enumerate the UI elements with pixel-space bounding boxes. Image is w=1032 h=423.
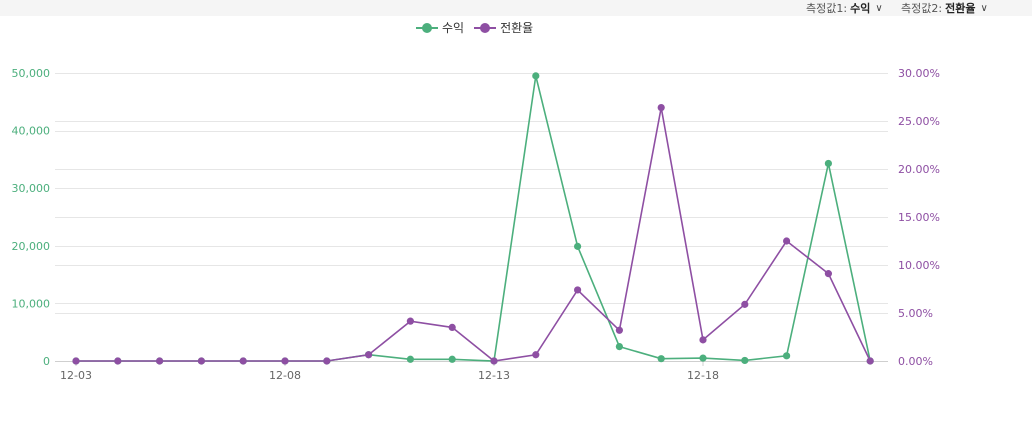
y-left-tick-label: 20,000 <box>12 240 51 253</box>
data-point-revenue <box>574 242 582 250</box>
data-point-conversion <box>741 300 749 308</box>
data-point-revenue <box>406 355 414 363</box>
data-point-conversion <box>365 351 373 359</box>
top-bar <box>0 0 1032 16</box>
y-left-tick-label: 10,000 <box>12 297 51 310</box>
data-point-revenue <box>657 355 665 363</box>
measure2-selector[interactable]: 측정값2: 전환율 ∨ <box>901 0 988 16</box>
data-point-revenue <box>448 355 456 363</box>
x-tick-label: 12-13 <box>478 369 510 382</box>
data-point-revenue <box>532 72 540 80</box>
y-right-tick-label: 30.00% <box>898 67 940 80</box>
measure1-selector[interactable]: 측정값1: 수익 ∨ <box>806 0 883 16</box>
measure1-label: 측정값1: <box>806 2 848 15</box>
y-right-tick-label: 25.00% <box>898 115 940 128</box>
data-point-revenue <box>741 356 749 365</box>
y-right-tick-label: 10.00% <box>898 259 940 272</box>
legend-label-revenue: 수익 <box>442 21 465 35</box>
x-tick-label: 12-18 <box>687 369 719 382</box>
legend-marker-conversion <box>474 22 497 33</box>
y-left-tick-label: 40,000 <box>12 125 51 138</box>
data-point-conversion <box>866 357 874 365</box>
y-right-tick-label: 15.00% <box>898 211 940 224</box>
data-point-conversion <box>323 357 331 365</box>
data-point-conversion <box>156 357 164 365</box>
data-point-conversion <box>197 357 205 365</box>
legend-marker-revenue <box>416 22 438 33</box>
series-line-revenue <box>76 75 871 362</box>
data-point-conversion <box>490 357 498 365</box>
chevron-down-icon: ∨ <box>980 2 988 14</box>
data-point-conversion <box>72 357 80 365</box>
data-point-conversion <box>574 286 582 294</box>
data-point-conversion <box>114 357 122 365</box>
data-point-conversion <box>615 326 624 334</box>
measure2-value: 전환율 <box>945 2 976 15</box>
x-tick-label: 12-03 <box>60 369 92 382</box>
data-point-revenue <box>615 343 624 351</box>
data-point-conversion <box>657 103 665 112</box>
legend-item-conversion[interactable]: 전환율 <box>474 19 533 36</box>
data-point-conversion <box>406 317 414 325</box>
measure1-value: 수익 <box>850 2 871 15</box>
y-right-tick-label: 5.00% <box>898 307 933 320</box>
data-point-conversion <box>824 270 833 278</box>
y-right-tick-label: 0.00% <box>898 355 933 368</box>
chevron-down-icon: ∨ <box>875 2 883 14</box>
legend-item-revenue[interactable]: 수익 <box>416 19 464 36</box>
data-point-conversion <box>699 336 707 344</box>
data-point-revenue <box>699 354 707 362</box>
y-right-tick-label: 20.00% <box>898 163 940 176</box>
series-line-conversion <box>76 107 871 362</box>
data-point-conversion <box>281 357 289 365</box>
y-left-tick-label: 50,000 <box>12 67 51 80</box>
data-point-conversion <box>239 357 247 365</box>
legend-label-conversion: 전환율 <box>500 21 534 35</box>
chart-legend: 수익 전환율 <box>416 19 533 36</box>
measure2-label: 측정값2: <box>901 2 943 15</box>
data-point-conversion <box>448 323 456 331</box>
data-point-revenue <box>824 159 833 168</box>
x-tick-label: 12-08 <box>269 369 301 382</box>
data-point-conversion <box>532 351 540 359</box>
data-point-revenue <box>783 352 791 360</box>
y-left-tick-label: 0 <box>43 355 50 368</box>
y-left-tick-label: 30,000 <box>12 182 51 195</box>
data-point-conversion <box>783 237 791 245</box>
